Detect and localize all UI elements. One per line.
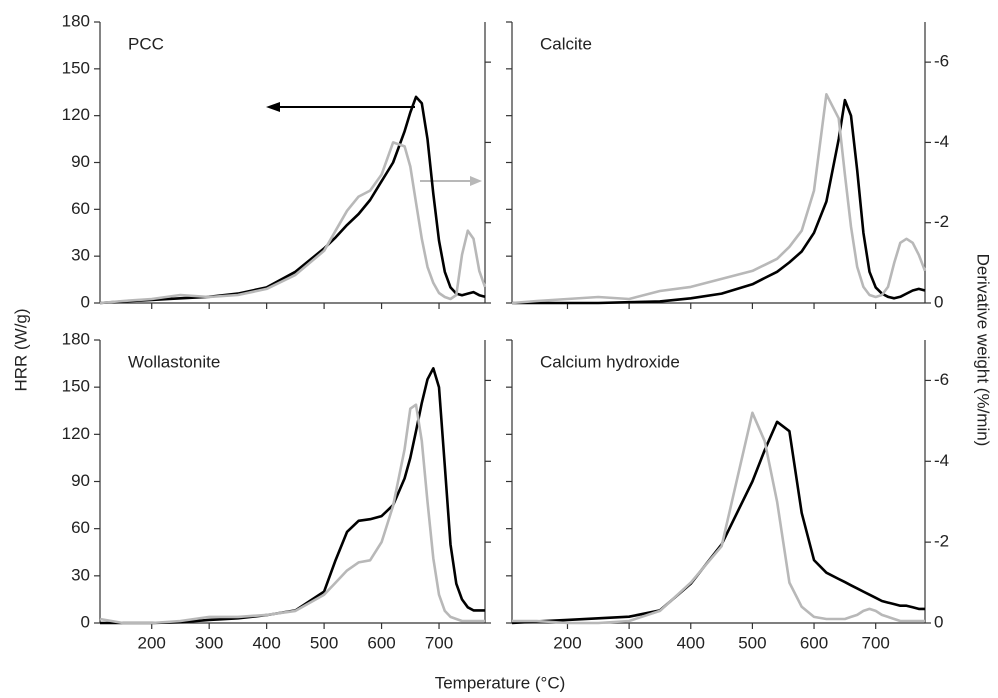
x-axis-title: Temperature (°C) xyxy=(435,673,566,692)
data-line xyxy=(512,411,925,625)
y2-tick-label: -2 xyxy=(934,532,949,551)
y-tick-label: 180 xyxy=(62,329,90,348)
panel-title: Wollastonite xyxy=(128,352,220,371)
y-tick-label: 90 xyxy=(71,471,90,490)
arrowhead xyxy=(470,176,482,186)
y2-tick-label: 0 xyxy=(934,292,943,311)
x-tick-label: 700 xyxy=(425,633,453,652)
y-tick-label: 90 xyxy=(71,152,90,171)
arrowhead xyxy=(266,102,280,112)
y-tick-label: 60 xyxy=(71,518,90,537)
y-tick-label: 30 xyxy=(71,565,90,584)
panel-title: Calcite xyxy=(540,34,592,53)
x-tick-label: 200 xyxy=(138,633,166,652)
y2-tick-label: -6 xyxy=(934,370,949,389)
x-tick-label: 700 xyxy=(861,633,889,652)
y-tick-label: 0 xyxy=(81,612,90,631)
panel-title: Calcium hydroxide xyxy=(540,352,680,371)
y-tick-label: 30 xyxy=(71,246,90,265)
y2-tick-label: -4 xyxy=(934,451,949,470)
y-tick-label: 0 xyxy=(81,292,90,311)
x-tick-label: 200 xyxy=(553,633,581,652)
data-line xyxy=(100,367,485,625)
x-tick-label: 400 xyxy=(252,633,280,652)
y-tick-label: 120 xyxy=(62,424,90,443)
x-tick-label: 500 xyxy=(310,633,338,652)
y2-tick-label: -4 xyxy=(934,132,949,151)
x-tick-label: 300 xyxy=(615,633,643,652)
data-line xyxy=(512,98,926,305)
x-tick-label: 600 xyxy=(800,633,828,652)
data-line xyxy=(99,403,485,625)
x-tick-label: 500 xyxy=(738,633,766,652)
data-line xyxy=(511,420,925,625)
y-tick-label: 180 xyxy=(62,11,90,30)
y2-tick-label: 0 xyxy=(934,612,943,631)
y2-tick-label: -6 xyxy=(934,52,949,71)
y2-axis-title: Derivative weight (%/min) xyxy=(974,254,993,447)
x-tick-label: 300 xyxy=(195,633,223,652)
data-line xyxy=(99,95,486,305)
data-line xyxy=(99,141,487,305)
y2-tick-label: -2 xyxy=(934,212,949,231)
y-tick-label: 120 xyxy=(62,105,90,124)
y-axis-title: HRR (W/g) xyxy=(11,308,30,391)
y-tick-label: 150 xyxy=(62,377,90,396)
annotation-arrows xyxy=(266,102,482,186)
y-tick-label: 150 xyxy=(62,58,90,77)
x-tick-label: 600 xyxy=(367,633,395,652)
y-tick-label: 60 xyxy=(71,199,90,218)
data-line xyxy=(511,93,927,305)
panel-title: PCC xyxy=(128,34,164,53)
x-tick-label: 400 xyxy=(677,633,705,652)
